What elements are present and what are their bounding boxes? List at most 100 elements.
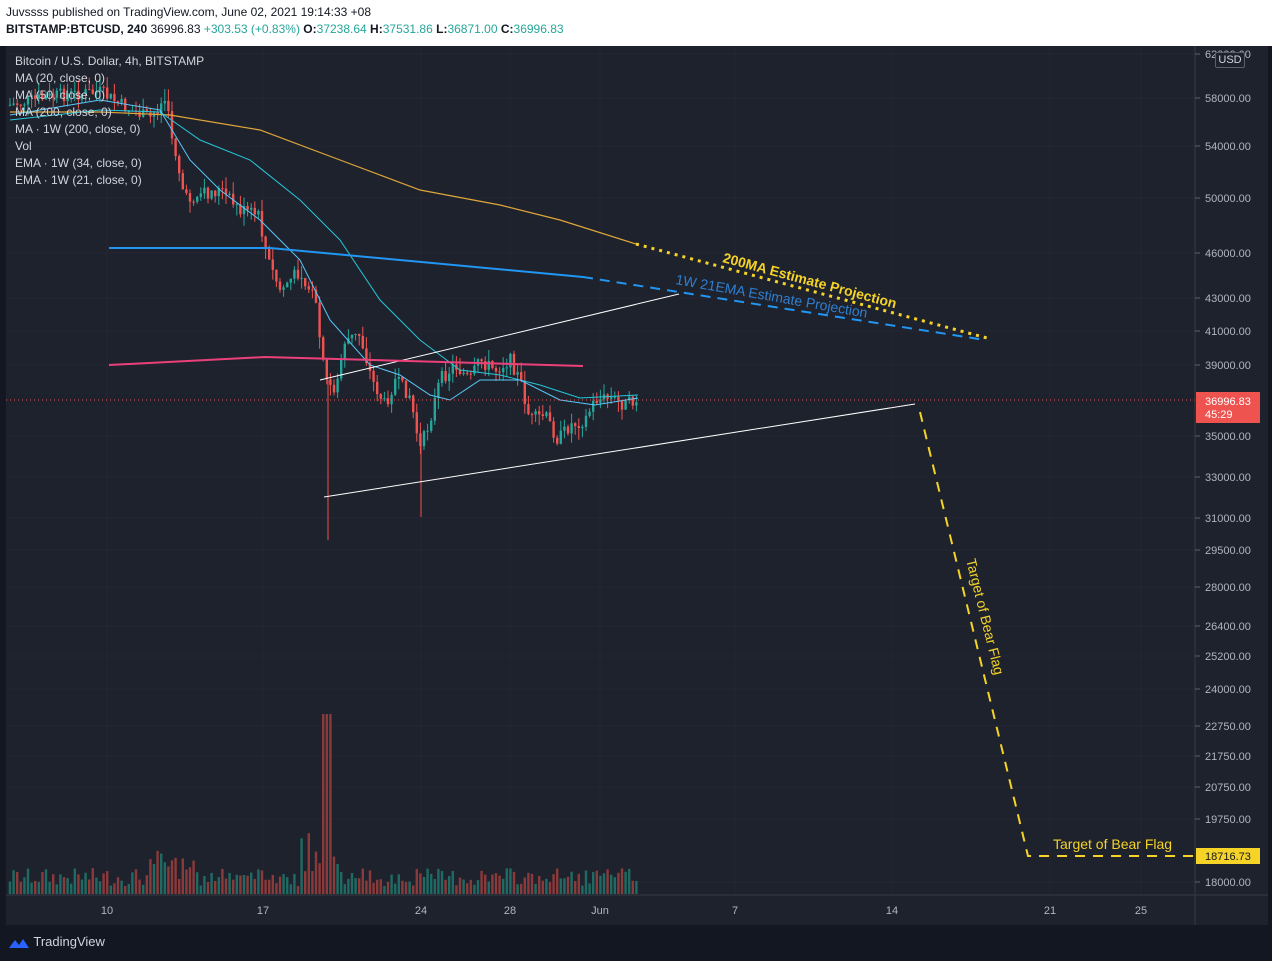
candle-body (62, 88, 66, 102)
bear-flag-target-line (919, 411, 1195, 857)
candle-body (509, 353, 512, 368)
candle-body (282, 287, 285, 290)
volume-bar (548, 881, 552, 894)
volume-bar (343, 884, 346, 894)
candle-body (250, 207, 253, 210)
candle-body (541, 414, 544, 416)
volume-bar (487, 881, 490, 894)
volume-bar (127, 884, 130, 894)
candle-body (383, 398, 386, 400)
volume-bar (84, 872, 87, 894)
candle-body (286, 282, 289, 288)
volume-bar (404, 881, 408, 894)
volume-bar (242, 875, 246, 894)
volume-bar (570, 871, 573, 894)
price-change: +303.53 (+0.83%) (203, 22, 300, 36)
candle-body (430, 420, 433, 431)
volume-bar (44, 869, 48, 894)
legend-ma200-1w[interactable]: MA · 1W (200, close, 0) (15, 122, 141, 136)
volume-bar (188, 867, 192, 894)
volume-bar (476, 880, 480, 894)
volume-bar (365, 880, 368, 894)
legend-ma50[interactable]: MA (50, close, 0) (15, 88, 106, 102)
volume-bar (268, 879, 271, 894)
legend-ma20[interactable]: MA (20, close, 0) (15, 71, 106, 85)
candle-body (127, 111, 130, 113)
candle-body (163, 100, 166, 104)
volume-bar (577, 873, 580, 894)
volume-bar (473, 884, 476, 894)
volume-bar (448, 875, 451, 894)
volume-bar (538, 876, 541, 894)
time-tick-label: 17 (257, 905, 269, 917)
candle-body (271, 259, 274, 270)
tradingview-brand[interactable]: TradingView (8, 934, 105, 950)
candle-body (88, 89, 91, 91)
legend-ema34-1w[interactable]: EMA · 1W (34, close, 0) (15, 156, 142, 170)
volume-bar (12, 870, 15, 894)
volume-bar (246, 875, 249, 894)
volume-bar (559, 878, 562, 894)
candle-body (631, 396, 634, 406)
candle-body (592, 400, 595, 412)
candle-body (84, 89, 87, 95)
candle-body (538, 411, 541, 415)
candle-body (167, 100, 170, 112)
volume-bar (19, 881, 22, 894)
candle-body (260, 211, 264, 237)
volume-bar (34, 880, 37, 894)
volume-bar (433, 879, 436, 894)
volume-bar (235, 874, 238, 894)
volume-bar (102, 873, 105, 894)
candle-body (379, 394, 382, 399)
time-tick-label: 28 (504, 905, 516, 917)
candle-body (516, 372, 519, 375)
volume-bar (480, 870, 483, 894)
candle-body (102, 86, 105, 88)
price-axis[interactable]: 62000.0058000.0054000.0050000.0046000.00… (1194, 46, 1251, 925)
volume-bar (314, 851, 318, 894)
footer (0, 925, 1272, 961)
candle-body (55, 90, 58, 98)
candle-body (106, 87, 109, 99)
candle-body (458, 369, 462, 375)
volume-bar (203, 876, 206, 894)
candle-body (145, 109, 148, 113)
legend-ema21-1w[interactable]: EMA · 1W (21, close, 0) (15, 173, 142, 187)
volume-bar (340, 871, 343, 894)
price-tick-label: 29500.00 (1205, 545, 1251, 557)
volume-bar (59, 874, 62, 894)
header-bar: Juvssss published on TradingView.com, Ju… (0, 0, 1272, 46)
candle-body (440, 371, 444, 383)
volume-bar (300, 838, 303, 894)
volume-bar (530, 873, 534, 894)
volume-bar (214, 880, 217, 894)
price-tick-label: 39000.00 (1205, 360, 1251, 372)
volume-bar (80, 879, 84, 894)
time-axis[interactable]: 10 17 24 28 Jun 7 14 21 25 (6, 894, 1268, 917)
currency-badge[interactable]: USD (1215, 52, 1245, 68)
candle-body (318, 302, 321, 338)
candle-body (563, 426, 566, 431)
candle-body (498, 371, 501, 373)
volume-bar (408, 881, 411, 894)
time-tick-label: 21 (1044, 905, 1056, 917)
legend: Bitcoin / U.S. Dollar, 4h, BITSTAMP MA (… (15, 53, 204, 189)
volume-bar (588, 883, 591, 894)
volume-bar (523, 877, 526, 894)
candle-body (365, 348, 368, 364)
volume-bar (466, 883, 469, 894)
volume-bar (98, 881, 102, 894)
candle-body (473, 365, 476, 374)
legend-vol[interactable]: Vol (15, 139, 32, 153)
candle-body (19, 104, 22, 106)
candle-body (534, 411, 537, 415)
ema21-1w-line (109, 247, 584, 278)
volume-bar (37, 881, 40, 894)
volume-bar (347, 878, 350, 894)
candle-body (174, 138, 177, 157)
candle-body (336, 378, 339, 393)
legend-ma200[interactable]: MA (200, close, 0) (15, 105, 112, 119)
volume-bar (228, 872, 231, 894)
